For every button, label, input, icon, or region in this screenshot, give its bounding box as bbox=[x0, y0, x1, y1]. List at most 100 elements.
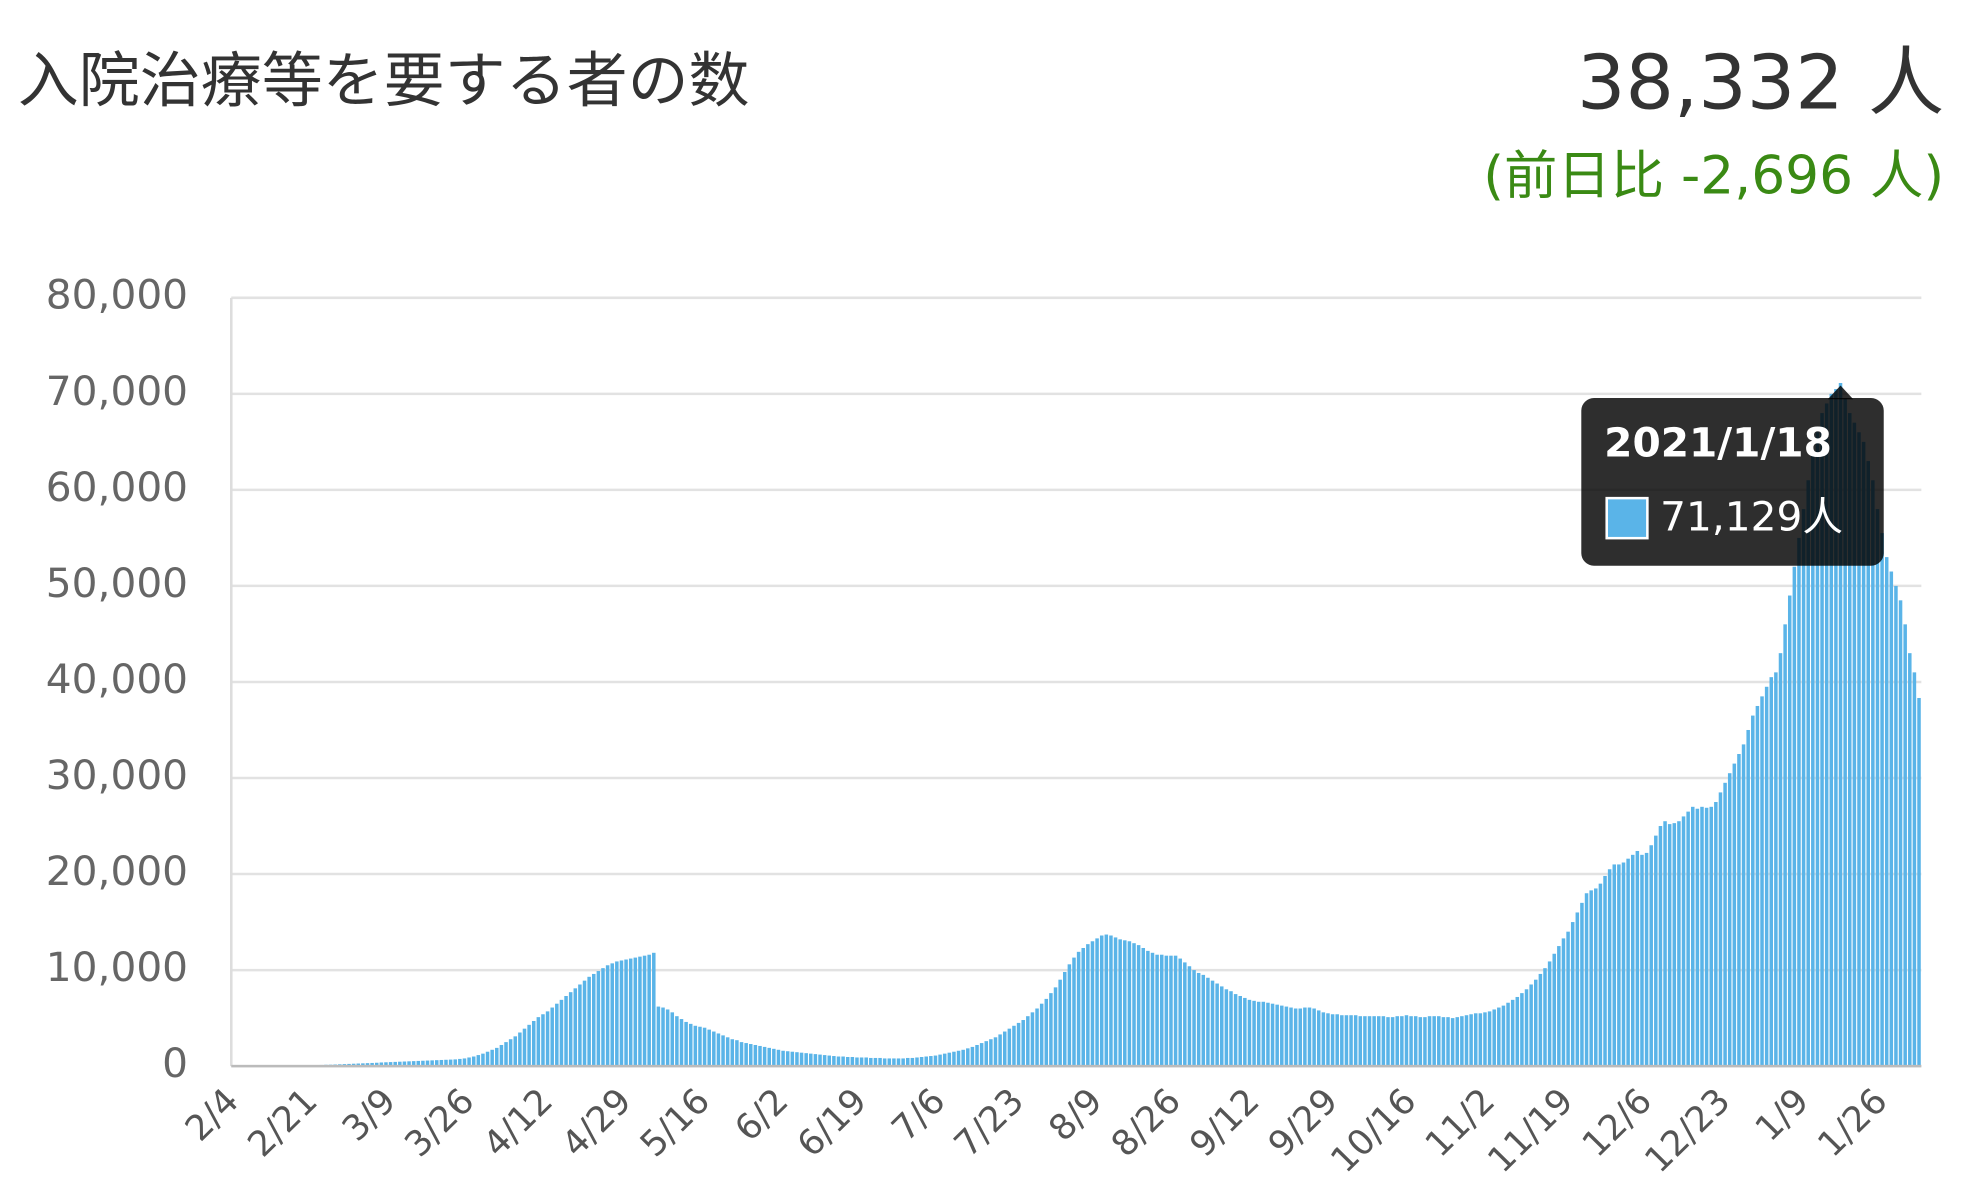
bar bbox=[776, 1049, 781, 1067]
x-tick-label: 9/12 bbox=[1182, 1081, 1268, 1165]
bar bbox=[1727, 773, 1732, 1067]
bar bbox=[1598, 883, 1603, 1067]
bar bbox=[425, 1060, 430, 1067]
bar bbox=[1617, 864, 1621, 1067]
bar bbox=[1127, 941, 1132, 1067]
bar bbox=[592, 973, 596, 1067]
bar bbox=[388, 1062, 393, 1067]
bar bbox=[910, 1057, 915, 1067]
bar bbox=[1746, 729, 1750, 1067]
bar bbox=[508, 1039, 513, 1067]
x-tick-label: 5/16 bbox=[632, 1081, 718, 1165]
bar bbox=[1875, 509, 1880, 1067]
bar bbox=[1016, 1022, 1021, 1067]
bar bbox=[1510, 999, 1515, 1067]
bar bbox=[864, 1057, 868, 1067]
bar bbox=[1002, 1031, 1007, 1067]
y-tick-label: 10,000 bbox=[46, 944, 188, 991]
bar bbox=[1423, 1017, 1427, 1067]
bar bbox=[1012, 1025, 1016, 1067]
bar bbox=[1321, 1012, 1326, 1067]
bar bbox=[859, 1057, 864, 1067]
bar bbox=[374, 1062, 379, 1067]
bar bbox=[1039, 1003, 1044, 1067]
bar bbox=[670, 1012, 675, 1067]
bar bbox=[1261, 1001, 1266, 1067]
bar bbox=[781, 1050, 785, 1067]
bar bbox=[1215, 983, 1219, 1067]
bar bbox=[984, 1041, 989, 1067]
bar bbox=[605, 965, 610, 1067]
bar bbox=[1159, 954, 1164, 1067]
bar bbox=[1095, 938, 1099, 1067]
bar bbox=[1691, 806, 1695, 1067]
bar bbox=[1201, 974, 1206, 1067]
bar bbox=[1400, 1016, 1404, 1067]
bar bbox=[453, 1059, 457, 1067]
bar bbox=[735, 1040, 739, 1067]
bar bbox=[1243, 997, 1247, 1067]
bar bbox=[1884, 557, 1889, 1067]
bar bbox=[365, 1063, 370, 1067]
bar bbox=[476, 1055, 481, 1067]
bar bbox=[1834, 389, 1838, 1067]
bar bbox=[1501, 1005, 1506, 1067]
bar bbox=[1367, 1016, 1372, 1067]
bar bbox=[1667, 824, 1672, 1067]
total-value: 38,332 人 bbox=[1577, 39, 1944, 126]
bar bbox=[804, 1053, 808, 1067]
bar bbox=[813, 1054, 818, 1067]
bar bbox=[1044, 998, 1049, 1067]
bar bbox=[753, 1044, 758, 1067]
y-tick-label: 60,000 bbox=[46, 464, 188, 511]
bar bbox=[1621, 862, 1626, 1067]
bar bbox=[1030, 1012, 1035, 1067]
bar bbox=[504, 1042, 508, 1067]
bar bbox=[1718, 792, 1723, 1067]
bar bbox=[522, 1028, 527, 1067]
bar bbox=[1441, 1017, 1446, 1067]
bar bbox=[545, 1011, 550, 1067]
bar bbox=[901, 1058, 905, 1067]
page-title: 入院治療等を要する者の数 bbox=[18, 47, 750, 116]
bar bbox=[430, 1060, 434, 1067]
bar bbox=[1848, 413, 1852, 1067]
bar bbox=[739, 1042, 744, 1067]
bar bbox=[942, 1053, 947, 1067]
bar bbox=[1386, 1017, 1390, 1067]
bar bbox=[845, 1056, 850, 1067]
bar bbox=[712, 1031, 716, 1067]
bar bbox=[1903, 624, 1907, 1067]
bar bbox=[1524, 989, 1529, 1067]
bar bbox=[555, 1003, 559, 1067]
bar bbox=[822, 1055, 827, 1067]
bar bbox=[1912, 672, 1917, 1067]
bar bbox=[1289, 1007, 1293, 1067]
bar bbox=[1099, 935, 1104, 1067]
bar bbox=[1866, 461, 1870, 1067]
bar bbox=[1058, 979, 1062, 1067]
bar bbox=[1686, 811, 1690, 1067]
bar bbox=[975, 1044, 979, 1067]
bar bbox=[1492, 1009, 1496, 1067]
tooltip-swatch bbox=[1605, 496, 1649, 540]
bar bbox=[785, 1051, 790, 1067]
bar bbox=[1335, 1014, 1339, 1067]
bar bbox=[1538, 973, 1543, 1067]
bar bbox=[1603, 875, 1607, 1067]
bar bbox=[1741, 744, 1746, 1067]
bar bbox=[1460, 1016, 1464, 1067]
bar bbox=[762, 1046, 767, 1067]
bar bbox=[1640, 854, 1644, 1067]
y-tick-label: 40,000 bbox=[46, 656, 188, 703]
y-tick-label: 0 bbox=[162, 1040, 188, 1087]
bar bbox=[471, 1056, 476, 1067]
bar bbox=[656, 1006, 661, 1067]
x-tick-label: 11/19 bbox=[1480, 1081, 1582, 1181]
bar bbox=[679, 1019, 684, 1067]
bar bbox=[1543, 968, 1547, 1067]
bar bbox=[688, 1023, 693, 1067]
y-tick-label: 80,000 bbox=[46, 272, 188, 319]
bar bbox=[458, 1058, 462, 1067]
